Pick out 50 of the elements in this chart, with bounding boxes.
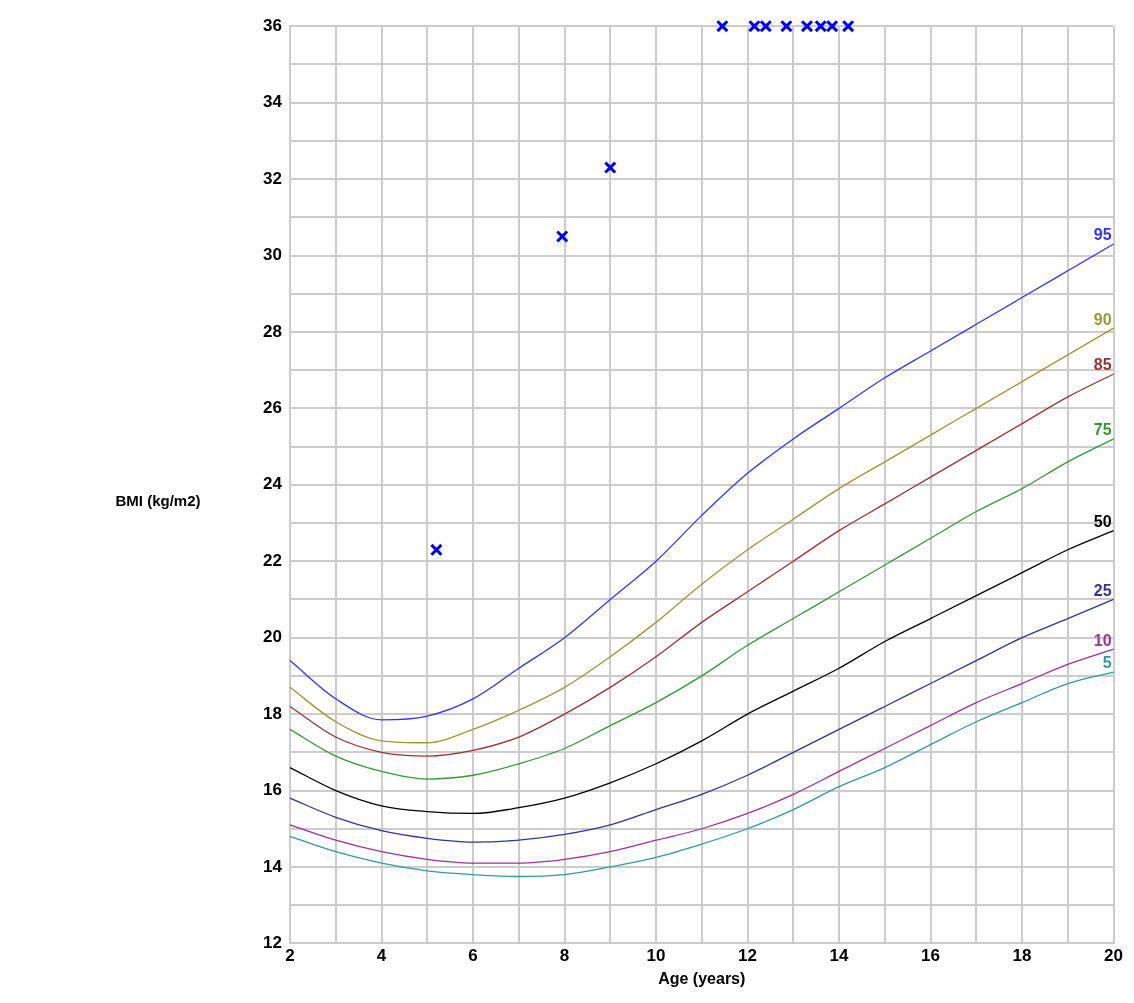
line-series: [289, 648, 1115, 864]
y-tick-label: 28: [263, 321, 282, 341]
x-tick-label: 20: [1104, 946, 1124, 966]
line-series: [289, 530, 1115, 815]
y-tick-label: 14: [263, 856, 283, 876]
series-label: 75: [1093, 421, 1112, 439]
series-label: 85: [1093, 356, 1112, 374]
x-tick-label: 4: [376, 946, 387, 966]
y-tick-label: 12: [263, 933, 282, 953]
x-axis-title: Age (years): [658, 969, 746, 987]
series-label: 95: [1093, 226, 1112, 244]
point: [814, 19, 828, 33]
y-tick-label: 36: [263, 15, 282, 35]
point: [715, 19, 729, 33]
y-tick-label: 24: [263, 474, 283, 494]
x-tick-label: 8: [559, 946, 570, 966]
point: [747, 19, 761, 33]
y-tick-label: 34: [263, 92, 283, 112]
line-series: [289, 671, 1115, 878]
line-series: [289, 243, 1115, 721]
y-tick-label: 22: [263, 550, 282, 570]
y-axis-title: BMI (kg/m2): [115, 491, 201, 509]
x-tick-label: 14: [829, 946, 850, 966]
x-tick-label: 6: [468, 946, 478, 966]
y-tick-label: 30: [263, 245, 282, 265]
point: [825, 19, 839, 33]
line-series: [289, 438, 1115, 780]
series-label: 50: [1093, 513, 1112, 531]
y-tick-label: 16: [263, 780, 282, 800]
x-tick-label: 16: [921, 946, 940, 966]
series-label: 25: [1093, 581, 1112, 599]
point: [429, 543, 443, 557]
x-tick-label: 10: [646, 946, 666, 966]
y-tick-label: 32: [263, 168, 282, 188]
x-tick-label: 2: [285, 946, 295, 966]
point: [841, 19, 855, 33]
y-tick-label: 20: [263, 627, 282, 647]
point: [555, 229, 569, 243]
point: [759, 19, 773, 33]
x-tick-label: 12: [738, 946, 757, 966]
point: [603, 161, 617, 175]
x-tick-label: 18: [1012, 946, 1032, 966]
point: [800, 19, 814, 33]
y-tick-label: 18: [263, 703, 282, 723]
line-series: [289, 598, 1115, 843]
series-label: 90: [1093, 310, 1112, 328]
series-label: 5: [1102, 654, 1112, 672]
point: [779, 19, 793, 33]
series-label: 10: [1093, 631, 1112, 649]
y-tick-label: 26: [263, 398, 282, 418]
